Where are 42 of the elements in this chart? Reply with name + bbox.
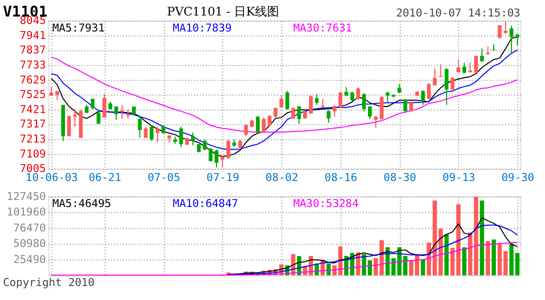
x-tick-label: 10-06-03 [26,171,78,184]
bar [391,258,396,276]
line-series [50,49,518,150]
text: Copyright 2010 [2,276,94,290]
x-tick-label: 08-16 [324,171,358,184]
y-tick-label: 7629 [20,73,46,86]
y-tick-label: 25490 [13,253,46,266]
text: MA30:7631 [293,21,352,34]
bar [492,240,496,276]
bar [480,200,484,276]
text: MA10:7839 [172,21,232,34]
bar [420,260,426,276]
y-tick-label: 7317 [20,118,46,131]
y-tick-label: 7213 [20,132,46,146]
bar [486,241,490,276]
y-tick-label: 101960 [6,206,46,219]
bar [462,247,466,276]
x-tick-label: 08-02 [266,171,298,184]
text: 2010-10-07 14:15:03 [396,6,520,20]
text: MA30:53284 [293,197,360,210]
y-tick-label: 127450 [6,190,46,203]
y-tick-label: 76470 [13,221,46,234]
text: MA5:7931 [52,21,105,34]
x-tick-label: 08-30 [384,171,416,184]
y-tick-label: 7837 [20,44,46,57]
x-tick-label: 06-21 [88,171,122,184]
bar [450,248,455,276]
chart-subtitle: PVC1101 - 日K线图 [166,4,280,19]
x-tick-label: 07-19 [206,171,240,184]
line-series [50,56,518,133]
y-tick-label: 7421 [20,102,46,116]
y-tick-label: 7733 [20,58,46,72]
x-tick-label: 09-30 [502,171,534,184]
x-tick-label: 07-05 [148,171,180,184]
text: MA10:64847 [172,197,238,210]
y-tick-label: 7941 [20,28,46,42]
line-series [50,242,518,276]
text: MA5:46495 [52,197,112,210]
y-tick-label: 7109 [20,147,46,160]
y-tick-label: 50980 [13,237,46,250]
y-tick-label: 7525 [20,88,46,102]
x-tick-label: 09-13 [442,171,476,184]
